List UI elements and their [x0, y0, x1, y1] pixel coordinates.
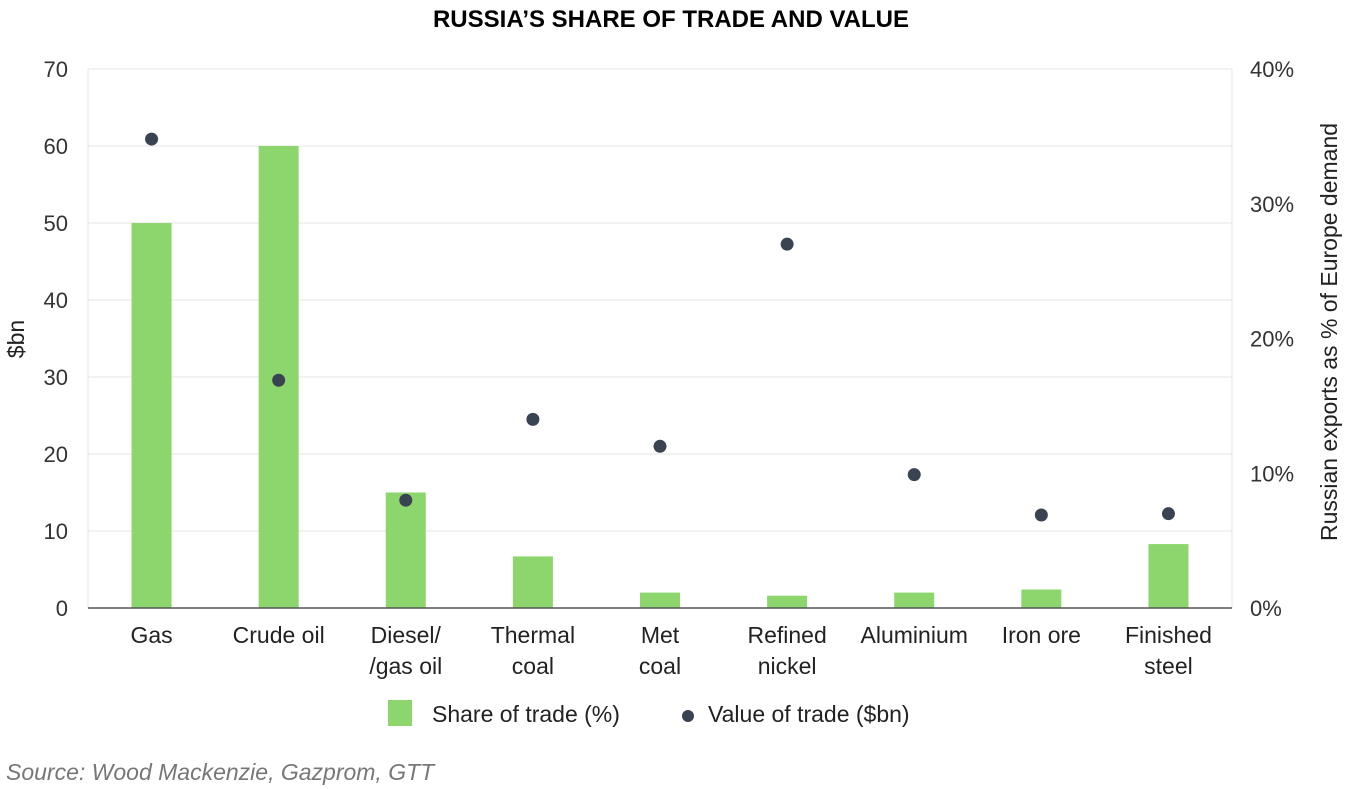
legend: Share of trade (%) Value of trade ($bn) [388, 700, 910, 727]
bar [894, 592, 935, 608]
category-label-line: steel [1144, 653, 1193, 679]
scatter-point [145, 132, 159, 146]
category-label: Refined nickel [747, 622, 826, 679]
right-tick-label: 40% [1250, 57, 1294, 82]
legend-swatch-share [388, 700, 412, 726]
chart-title: RUSSIA’S SHARE OF TRADE AND VALUE [433, 6, 909, 33]
category-label-line: coal [639, 653, 681, 679]
category-label-line: Thermal [491, 622, 575, 648]
category-label: Met coal [639, 622, 681, 679]
category-label-line: /gas oil [369, 653, 442, 679]
bar [131, 223, 172, 608]
category-label-line: Aluminium [861, 622, 968, 648]
legend-swatch-value [682, 710, 694, 722]
scatter-point [272, 373, 286, 387]
right-tick-label: 0% [1250, 596, 1282, 621]
right-tick-label: 20% [1250, 327, 1294, 352]
legend-label-share: Share of trade (%) [432, 701, 620, 727]
category-label-line: Refined [747, 622, 826, 648]
bar [385, 492, 426, 608]
category-label: Finished steel [1125, 622, 1212, 679]
left-axis-ticks: 0 10 20 30 40 50 60 70 [44, 57, 68, 621]
scatter-point [1161, 507, 1175, 521]
category-label-line: Gas [130, 622, 172, 648]
category-label-line: Diesel/ [371, 622, 442, 648]
scatter-point [907, 468, 921, 482]
scatter-point [526, 412, 540, 426]
category-label: Diesel/ /gas oil [369, 622, 442, 679]
bar [767, 595, 808, 608]
right-axis-label: Russian exports as % of Europe demand [1316, 123, 1342, 541]
right-tick-label: 10% [1250, 461, 1294, 486]
left-tick-label: 50 [44, 211, 68, 236]
category-label-line: Met [641, 622, 680, 648]
bar [1148, 544, 1189, 608]
scatter-point [399, 493, 413, 507]
scatter-series [145, 132, 1175, 522]
left-tick-label: 0 [56, 596, 68, 621]
category-label-line: Iron ore [1002, 622, 1081, 648]
category-label: Gas [130, 622, 172, 648]
category-label-line: Finished [1125, 622, 1212, 648]
left-tick-label: 10 [44, 519, 68, 544]
scatter-point [653, 439, 667, 453]
left-tick-label: 70 [44, 57, 68, 82]
bar [512, 556, 553, 608]
left-tick-label: 60 [44, 134, 68, 159]
left-tick-label: 40 [44, 288, 68, 313]
category-label: Thermal coal [491, 622, 575, 679]
source-note: Source: Wood Mackenzie, Gazprom, GTT [6, 759, 436, 785]
bar [640, 592, 680, 608]
legend-label-value: Value of trade ($bn) [708, 701, 910, 727]
category-label-line: Crude oil [233, 622, 325, 648]
category-label-line: coal [512, 653, 554, 679]
left-tick-label: 20 [44, 442, 68, 467]
category-label: Crude oil [233, 622, 325, 648]
category-label-line: nickel [758, 653, 817, 679]
right-axis-ticks: 0% 10% 20% 30% 40% [1250, 57, 1294, 621]
left-tick-label: 30 [44, 365, 68, 390]
scatter-point [1034, 508, 1048, 522]
category-label: Aluminium [861, 622, 968, 648]
category-label: Iron ore [1002, 622, 1081, 648]
scatter-point [780, 237, 794, 251]
left-axis-label: $bn [3, 320, 29, 358]
right-tick-label: 30% [1250, 192, 1294, 217]
bar [1021, 589, 1062, 608]
